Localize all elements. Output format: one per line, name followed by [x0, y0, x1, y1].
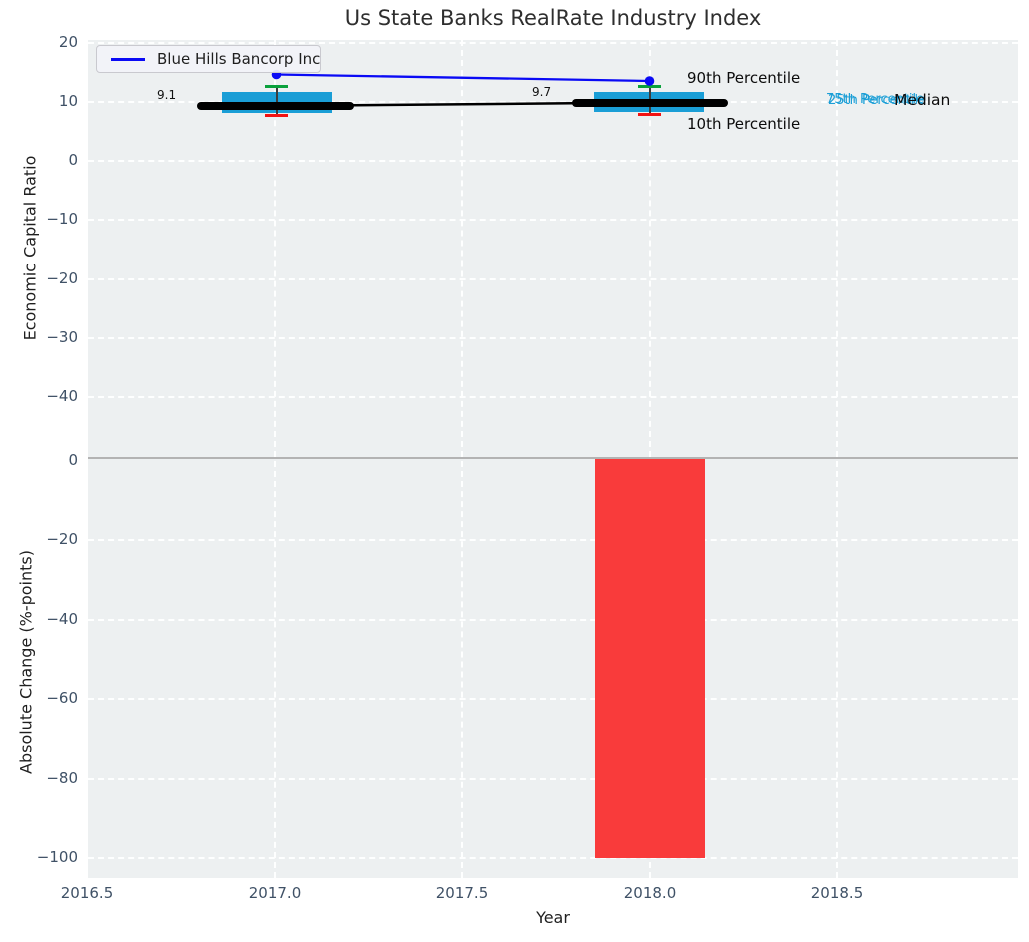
xtick-2016-5: 2016.5: [60, 884, 114, 902]
xtick-2017-0: 2017.0: [248, 884, 302, 902]
ytick-top-0: 0: [68, 151, 78, 169]
legend-line-sample: [111, 57, 145, 61]
gridline-x-2017-5: [461, 40, 463, 878]
ytick-top--20: −20: [46, 269, 78, 287]
xtick-2017-5: 2017.5: [435, 884, 489, 902]
ytick-top-10: 10: [58, 92, 78, 110]
whisker-2017: [276, 87, 278, 115]
zero-axhline: [88, 457, 1018, 459]
xtick-2018-5: 2018.5: [810, 884, 864, 902]
gridline-y-20: [88, 278, 1018, 280]
p10-annotation: 10th Percentile: [687, 115, 801, 133]
p10-cap-2018: [638, 113, 661, 116]
gridline-yb-40: [88, 619, 1018, 621]
plot-background: [88, 40, 1018, 878]
median-value-2017: 9.1: [157, 88, 177, 102]
gridline-x-2018-5: [836, 40, 838, 878]
p90-cap-2018: [638, 85, 661, 88]
ytick-top--40: −40: [46, 387, 78, 405]
bar-2018-change: [595, 459, 705, 858]
gridline-x-2017: [274, 40, 276, 878]
y-axis-label-bottom: Absolute Change (%-points): [16, 550, 36, 774]
median-segment-2017: [197, 102, 354, 110]
ytick-top--10: −10: [46, 210, 78, 228]
gridline-yb-100: [88, 857, 1018, 859]
ytick-bot--80: −80: [46, 769, 78, 787]
gridline-y-10: [88, 219, 1018, 221]
median-annotation: Median: [894, 91, 951, 109]
legend-label: Blue Hills Bancorp Inc: [157, 50, 321, 68]
x-axis-label: Year: [536, 908, 570, 927]
legend: Blue Hills Bancorp Inc: [96, 45, 321, 73]
p75-annotation: 75th Percentile: [826, 92, 925, 107]
median-value-2018: 9.7: [532, 85, 552, 99]
gridline-yb-60: [88, 698, 1018, 700]
y-axis-label-top: Economic Capital Ratio: [20, 155, 40, 341]
ytick-top-20: 20: [58, 33, 78, 51]
ytick-top--30: −30: [46, 328, 78, 346]
ytick-bot--40: −40: [46, 610, 78, 628]
p25-annotation: 25th Percentile: [828, 93, 927, 108]
p90-annotation: 90th Percentile: [687, 69, 801, 87]
gridline-y20: [88, 42, 1018, 44]
gridline-yb-80: [88, 778, 1018, 780]
ytick-bot--60: −60: [46, 689, 78, 707]
ytick-bot--100: −100: [36, 848, 78, 866]
gridline-y-30: [88, 337, 1018, 339]
gridline-yb-20: [88, 539, 1018, 541]
gridline-y-40: [88, 396, 1018, 398]
ytick-bot--20: −20: [46, 530, 78, 548]
gridline-y0: [88, 160, 1018, 162]
chart-title: Us State Banks RealRate Industry Index: [344, 6, 762, 30]
ytick-bot-0: 0: [68, 451, 78, 469]
p90-cap-2017: [265, 85, 288, 88]
xtick-2018-0: 2018.0: [623, 884, 677, 902]
p10-cap-2017: [265, 114, 288, 117]
median-segment-2018: [572, 98, 728, 107]
